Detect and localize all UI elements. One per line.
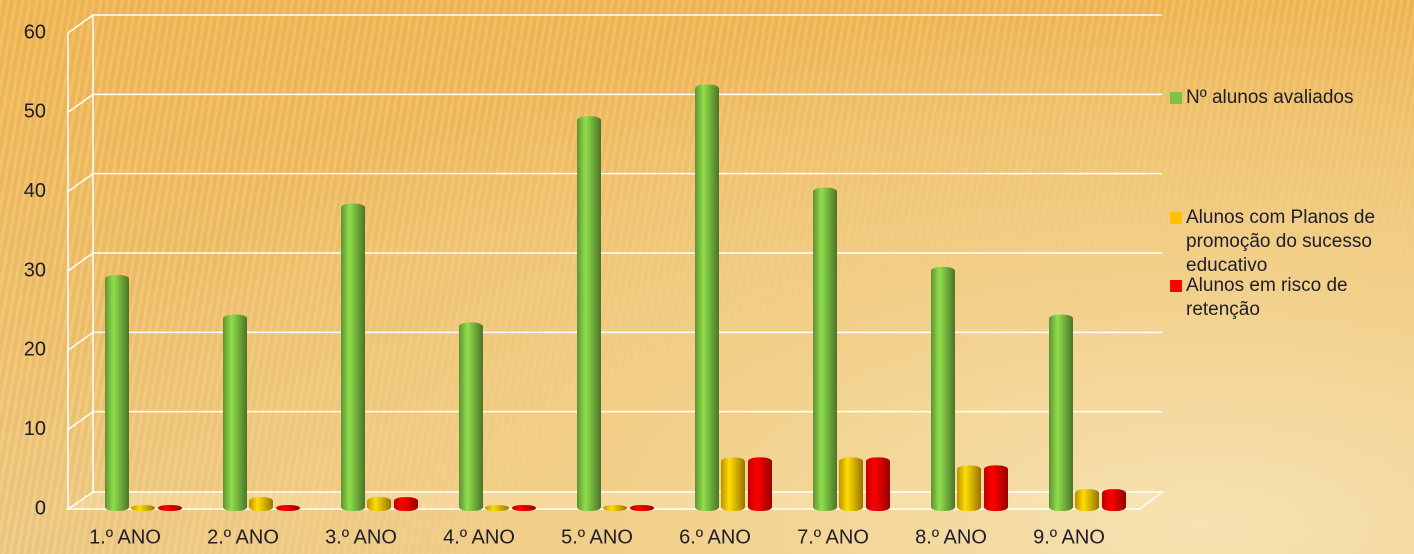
bar	[1102, 489, 1126, 511]
grid-line	[67, 252, 1162, 272]
grid-line	[67, 331, 1162, 351]
bar	[158, 505, 182, 511]
y-tick-label: 10	[24, 418, 46, 440]
grid-line	[67, 172, 1162, 193]
bar	[813, 187, 837, 511]
x-tick-label: 8.º ANO	[915, 526, 987, 548]
bar	[1049, 314, 1073, 511]
x-tick-label: 2.º ANO	[207, 526, 279, 548]
y-tick-label: 20	[24, 339, 46, 361]
y-tick-label: 60	[24, 21, 46, 43]
bar	[459, 322, 483, 511]
bar	[394, 497, 418, 511]
bar	[695, 84, 719, 512]
bar	[866, 457, 890, 511]
legend-swatch	[1170, 212, 1182, 224]
x-tick-label: 7.º ANO	[797, 526, 869, 548]
legend-label: Nº alunos avaliados	[1186, 87, 1354, 108]
x-tick-label: 4.º ANO	[443, 526, 515, 548]
legend-item: Alunos com Planos de promoção do sucesso…	[1170, 206, 1410, 278]
grid-line	[67, 14, 1162, 34]
legend-swatch	[1170, 280, 1182, 292]
legend-label: Alunos com Planos de promoção do sucesso…	[1186, 207, 1376, 276]
bar	[367, 497, 391, 511]
x-tick-label: 1.º ANO	[89, 526, 161, 548]
bar	[105, 274, 129, 511]
y-tick-label: 40	[24, 180, 46, 202]
x-tick-label: 3.º ANO	[325, 526, 397, 548]
x-tick-label: 9.º ANO	[1033, 526, 1105, 548]
y-tick-label: 50	[24, 101, 46, 123]
bar	[276, 505, 300, 511]
bar	[485, 505, 509, 511]
grid-line	[67, 93, 1162, 113]
bar	[748, 457, 772, 511]
legend-label: Alunos em risco de retenção	[1186, 275, 1348, 320]
y-tick-label: 0	[35, 497, 46, 519]
bar	[577, 116, 601, 512]
x-tick-label: 6.º ANO	[679, 526, 751, 548]
bar	[984, 465, 1008, 511]
bar	[603, 505, 627, 511]
x-tick-label: 5.º ANO	[561, 526, 633, 548]
legend-swatch	[1170, 92, 1182, 104]
bar	[957, 465, 981, 511]
bar	[512, 505, 536, 511]
legend-item: Alunos em risco de retenção	[1170, 274, 1410, 322]
bar	[630, 505, 654, 511]
bar	[341, 203, 365, 512]
bar	[223, 314, 247, 511]
legend-item: Nº alunos avaliados	[1170, 86, 1410, 110]
bar	[249, 497, 273, 511]
y-tick-label: 30	[24, 259, 46, 281]
grid-line	[67, 410, 1162, 431]
bar	[131, 505, 155, 511]
bar	[721, 457, 745, 511]
bar	[931, 267, 955, 511]
bar	[839, 457, 863, 511]
bar	[1075, 489, 1099, 511]
